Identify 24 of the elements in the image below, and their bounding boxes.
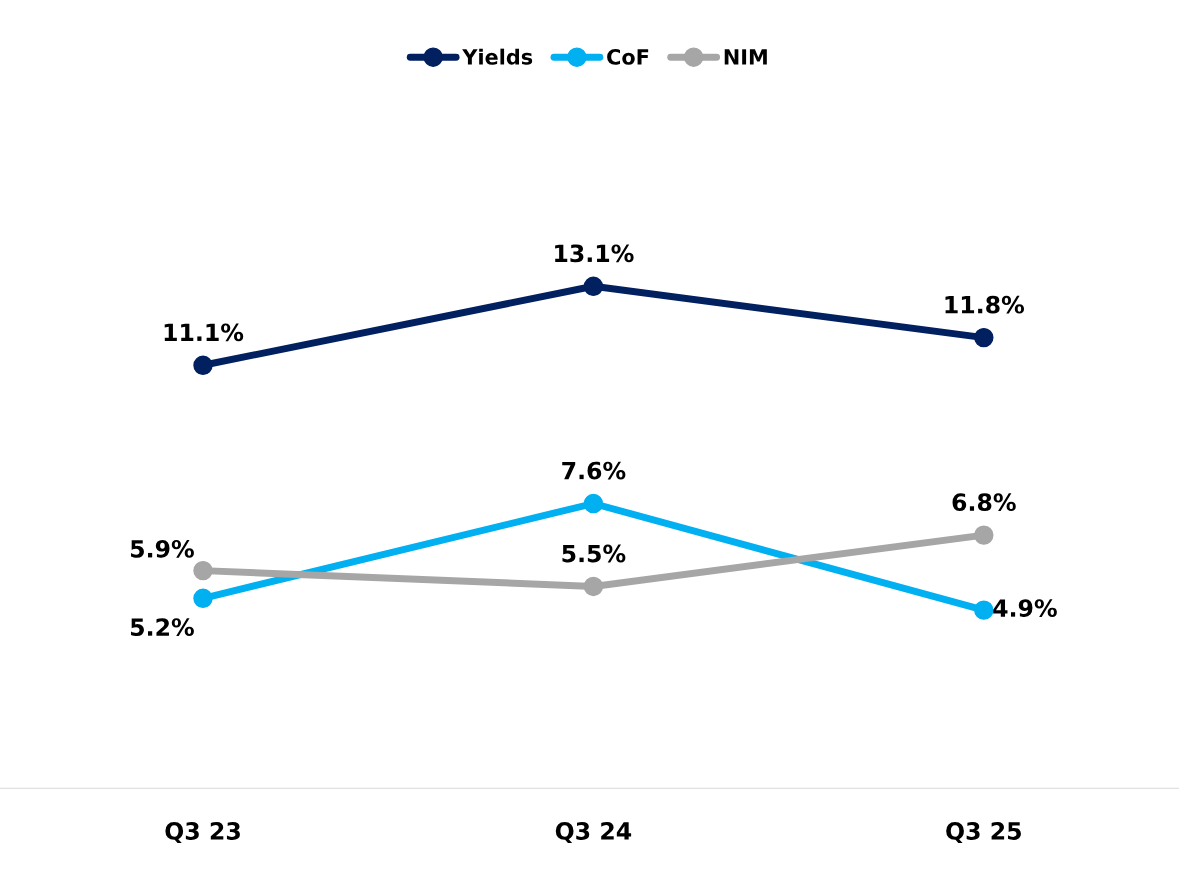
data-label: 11.1%	[164, 323, 244, 342]
data-label: 6.8%	[952, 493, 1016, 512]
point	[974, 327, 994, 348]
point	[193, 588, 213, 609]
x-tick-label: Q3 24	[555, 822, 632, 844]
legend-label: NIM	[724, 49, 767, 65]
point	[193, 560, 213, 581]
data-label: 5.2%	[131, 618, 194, 637]
point	[193, 355, 213, 375]
x-tick-label: Q3 25	[946, 822, 1021, 844]
data-label: 13.1%	[555, 244, 634, 263]
point	[583, 276, 604, 296]
legend-label: CoF	[607, 49, 649, 65]
data-label: 5.9%	[131, 539, 194, 558]
point	[974, 600, 994, 620]
data-label: 4.9%	[993, 599, 1057, 617]
point	[583, 576, 604, 597]
legend-label: Yields	[462, 48, 533, 65]
point	[583, 493, 604, 514]
data-label: 5.5%	[562, 544, 626, 563]
x-tick-label: Q3 23	[165, 822, 240, 844]
point	[974, 525, 994, 545]
data-label: 11.8%	[945, 295, 1025, 314]
data-label: 7.6%	[562, 461, 626, 480]
